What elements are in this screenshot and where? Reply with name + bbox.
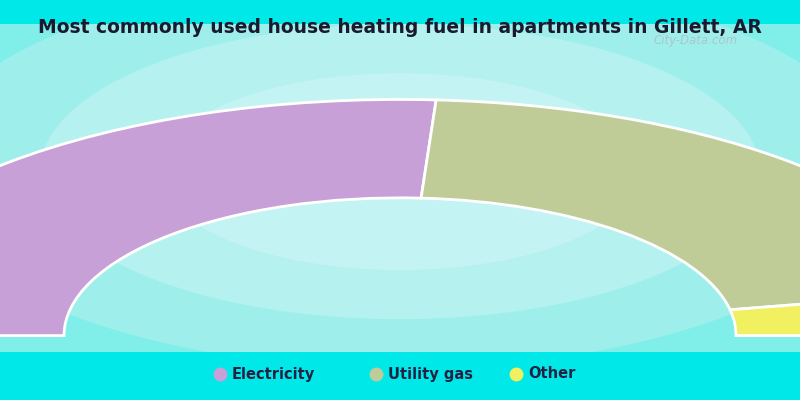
Wedge shape — [730, 291, 800, 336]
Text: City-Data.com: City-Data.com — [654, 34, 738, 47]
Wedge shape — [421, 100, 800, 310]
Wedge shape — [0, 100, 436, 336]
Text: Electricity: Electricity — [232, 366, 315, 382]
Text: Utility gas: Utility gas — [388, 366, 473, 382]
Text: Most commonly used house heating fuel in apartments in Gillett, AR: Most commonly used house heating fuel in… — [38, 18, 762, 37]
Ellipse shape — [160, 73, 640, 270]
Ellipse shape — [40, 24, 760, 319]
Text: Other: Other — [528, 366, 575, 382]
Ellipse shape — [0, 0, 800, 368]
